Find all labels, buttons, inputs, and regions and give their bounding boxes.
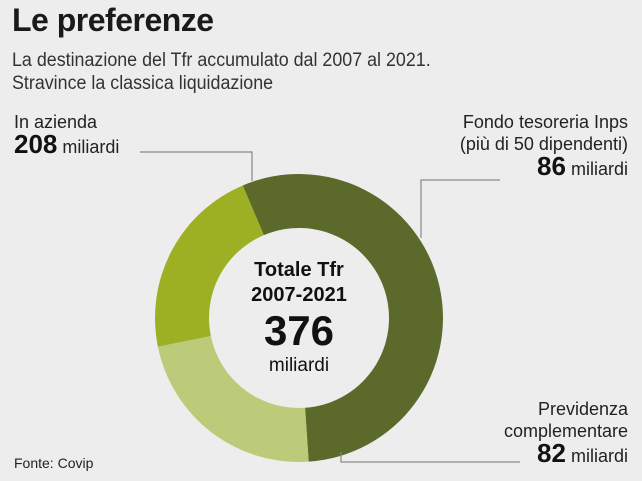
slice-previdenza: [155, 185, 264, 347]
label-previdenza-unit: miliardi: [570, 446, 628, 466]
label-previdenza-name-2: complementare: [503, 421, 628, 441]
label-in-azienda: In azienda 208 miliardi: [14, 111, 119, 158]
center-label-line-2: 2007-2021: [251, 284, 347, 306]
slice-fondo-inps: [157, 335, 309, 462]
center-total-value: 376: [264, 307, 334, 354]
subtitle-line-2: Stravince la classica liquidazione: [12, 73, 274, 94]
center-total-unit: miliardi: [269, 355, 329, 376]
label-fondo-inps-name-1: Fondo tesoreria Inps: [462, 112, 628, 132]
subtitle-line-1: La destinazione del Tfr accumulato dal 2…: [12, 50, 431, 71]
leader-line-in-azienda: [140, 151, 253, 181]
label-previdenza-value: 82: [537, 438, 566, 468]
slice-in-azienda: [242, 173, 444, 462]
leader-line-previdenza: [340, 452, 520, 463]
label-fondo-inps: Fondo tesoreria Inps (più di 50 dipenden…: [460, 111, 628, 180]
label-fondo-inps-value: 86: [537, 151, 566, 181]
label-fondo-inps-unit: miliardi: [570, 159, 628, 179]
leader-line-fondo-inps: [420, 179, 500, 238]
chart-title: Le preferenze: [12, 2, 214, 38]
source-note: Fonte: Covip: [14, 455, 94, 471]
label-previdenza-name-1: Previdenza: [537, 399, 628, 419]
label-fondo-inps-name-2: (più di 50 dipendenti): [459, 134, 628, 154]
center-label-line-1: Totale Tfr: [254, 259, 344, 281]
label-in-azienda-value: 208: [14, 129, 58, 159]
chart-subtitle: La destinazione del Tfr accumulato dal 2…: [12, 49, 431, 95]
label-in-azienda-name: In azienda: [14, 112, 98, 132]
label-in-azienda-unit: miliardi: [62, 137, 120, 157]
label-previdenza: Previdenza complementare 82 miliardi: [504, 398, 628, 467]
